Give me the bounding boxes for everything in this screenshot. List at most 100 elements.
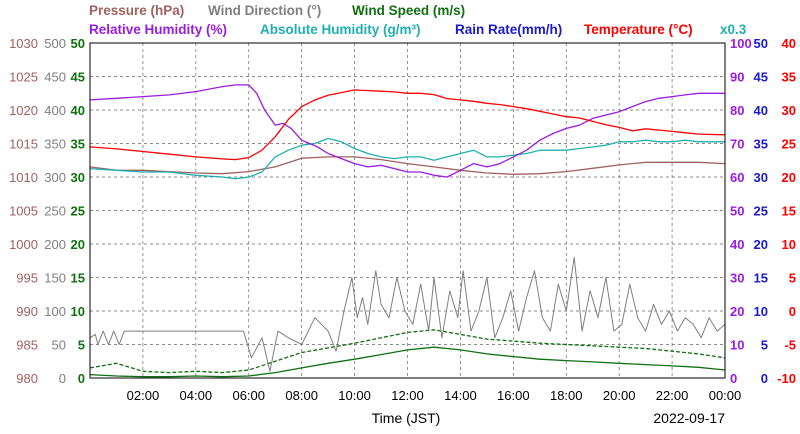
y-tick-humidity: 0 <box>730 371 737 386</box>
y-tick-rain-rate: 15 <box>754 271 768 286</box>
y-tick-humidity: 60 <box>730 170 744 185</box>
y-tick-temperature: 15 <box>782 204 796 219</box>
y-tick-wind-direction: 300 <box>44 170 66 185</box>
legend-rain-rate: Rain Rate(mm/h) <box>455 22 562 37</box>
x-tick-label: 22:00 <box>656 388 689 403</box>
y-tick-wind-speed: 40 <box>71 103 85 118</box>
y-tick-wind-speed: 25 <box>71 204 85 219</box>
x-tick-label: 02:00 <box>127 388 160 403</box>
y-tick-wind-speed: 15 <box>71 271 85 286</box>
y-tick-wind-speed: 35 <box>71 137 85 152</box>
legend-absolute-humidity: Absolute Humidity (g/m³) <box>260 22 421 37</box>
legend-relative-humidity: Relative Humidity (%) <box>89 22 227 37</box>
y-tick-humidity: 20 <box>730 304 744 319</box>
series-wind-speed-m-s <box>89 346 726 378</box>
plot-frame <box>89 42 726 379</box>
y-tick-temperature: -5 <box>784 338 796 353</box>
y-tick-rain-rate: 50 <box>754 36 768 51</box>
y-tick-humidity: 80 <box>730 103 744 118</box>
y-tick-wind-speed: 50 <box>71 36 85 51</box>
y-axes: 1030102510201015101010051000995990985980… <box>9 36 796 386</box>
y-tick-temperature: 30 <box>782 103 796 118</box>
series-relative-humidity <box>89 84 725 178</box>
grid <box>90 43 725 378</box>
y-tick-rain-rate: 10 <box>754 304 768 319</box>
y-tick-pressure: 995 <box>16 271 38 286</box>
legend: Pressure (hPa) Wind Direction (°) Wind S… <box>89 3 747 37</box>
y-tick-wind-direction: 350 <box>44 137 66 152</box>
y-tick-rain-rate: 45 <box>754 70 768 85</box>
y-tick-temperature: 5 <box>789 271 796 286</box>
x-tick-label: 08:00 <box>285 388 318 403</box>
y-tick-temperature: 0 <box>789 304 796 319</box>
y-tick-wind-direction: 450 <box>44 70 66 85</box>
y-tick-rain-rate: 5 <box>761 338 768 353</box>
date-label: 2022-09-17 <box>653 410 725 426</box>
x-tick-label: 20:00 <box>603 388 636 403</box>
x-tick-label: 06:00 <box>232 388 265 403</box>
y-tick-wind-direction: 100 <box>44 304 66 319</box>
y-tick-wind-speed: 0 <box>78 371 85 386</box>
x-tick-label: 10:00 <box>338 388 371 403</box>
y-tick-rain-rate: 35 <box>754 137 768 152</box>
y-tick-pressure: 1030 <box>9 36 38 51</box>
y-tick-humidity: 100 <box>730 36 752 51</box>
y-tick-rain-rate: 25 <box>754 204 768 219</box>
y-tick-wind-speed: 10 <box>71 304 85 319</box>
y-tick-wind-direction: 500 <box>44 36 66 51</box>
legend-scale-note: x0.3 <box>720 22 747 37</box>
legend-pressure: Pressure (hPa) <box>89 3 184 18</box>
y-tick-rain-rate: 20 <box>754 237 768 252</box>
legend-temperature: Temperature (°C) <box>584 22 693 37</box>
y-tick-temperature: 20 <box>782 170 796 185</box>
series-wind-speed-max-m-s <box>89 329 726 374</box>
y-tick-wind-direction: 0 <box>59 371 66 386</box>
legend-wind-direction: Wind Direction (°) <box>208 3 321 18</box>
y-tick-rain-rate: 30 <box>754 170 768 185</box>
y-tick-temperature: 40 <box>782 36 796 51</box>
y-tick-temperature: 35 <box>782 70 796 85</box>
y-tick-wind-direction: 150 <box>44 271 66 286</box>
y-tick-temperature: 10 <box>782 237 796 252</box>
y-tick-pressure: 985 <box>16 338 38 353</box>
y-tick-wind-direction: 250 <box>44 204 66 219</box>
y-tick-rain-rate: 40 <box>754 103 768 118</box>
y-tick-wind-speed: 5 <box>78 338 85 353</box>
y-tick-wind-speed: 20 <box>71 237 85 252</box>
x-axis: 02:00 04:00 06:00 08:00 10:00 12:00 14:00 16:00… <box>127 388 742 403</box>
y-tick-temperature: 25 <box>782 137 796 152</box>
y-tick-pressure: 1020 <box>9 103 38 118</box>
y-tick-wind-speed: 45 <box>71 70 85 85</box>
y-tick-wind-direction: 50 <box>52 338 66 353</box>
x-tick-label: 00:00 <box>709 388 742 403</box>
series-temperature-c <box>89 89 726 161</box>
y-tick-pressure: 1000 <box>9 237 38 252</box>
y-tick-rain-rate: 0 <box>761 371 768 386</box>
x-tick-label: 16:00 <box>497 388 530 403</box>
y-tick-humidity: 50 <box>730 204 744 219</box>
y-tick-pressure: 990 <box>16 304 38 319</box>
y-tick-humidity: 40 <box>730 237 744 252</box>
x-tick-label: 14:00 <box>444 388 477 403</box>
series-wind-direction <box>89 256 726 372</box>
x-axis-label: Time (JST) <box>372 410 441 426</box>
y-tick-temperature: -10 <box>777 371 796 386</box>
y-tick-humidity: 10 <box>730 338 744 353</box>
y-tick-pressure: 1005 <box>9 204 38 219</box>
x-tick-label: 12:00 <box>391 388 424 403</box>
y-tick-humidity: 70 <box>730 137 744 152</box>
y-tick-pressure: 980 <box>16 371 38 386</box>
y-tick-wind-direction: 400 <box>44 103 66 118</box>
y-tick-humidity: 30 <box>730 271 744 286</box>
y-tick-pressure: 1010 <box>9 170 38 185</box>
y-tick-wind-speed: 30 <box>71 170 85 185</box>
y-tick-pressure: 1015 <box>9 137 38 152</box>
series-pressure-hpa <box>89 156 726 175</box>
y-tick-wind-direction: 200 <box>44 237 66 252</box>
y-tick-pressure: 1025 <box>9 70 38 85</box>
y-tick-humidity: 90 <box>730 70 744 85</box>
x-tick-label: 18:00 <box>550 388 583 403</box>
series-absolute-humidity-g-m <box>89 137 725 180</box>
legend-wind-speed: Wind Speed (m/s) <box>352 3 465 18</box>
